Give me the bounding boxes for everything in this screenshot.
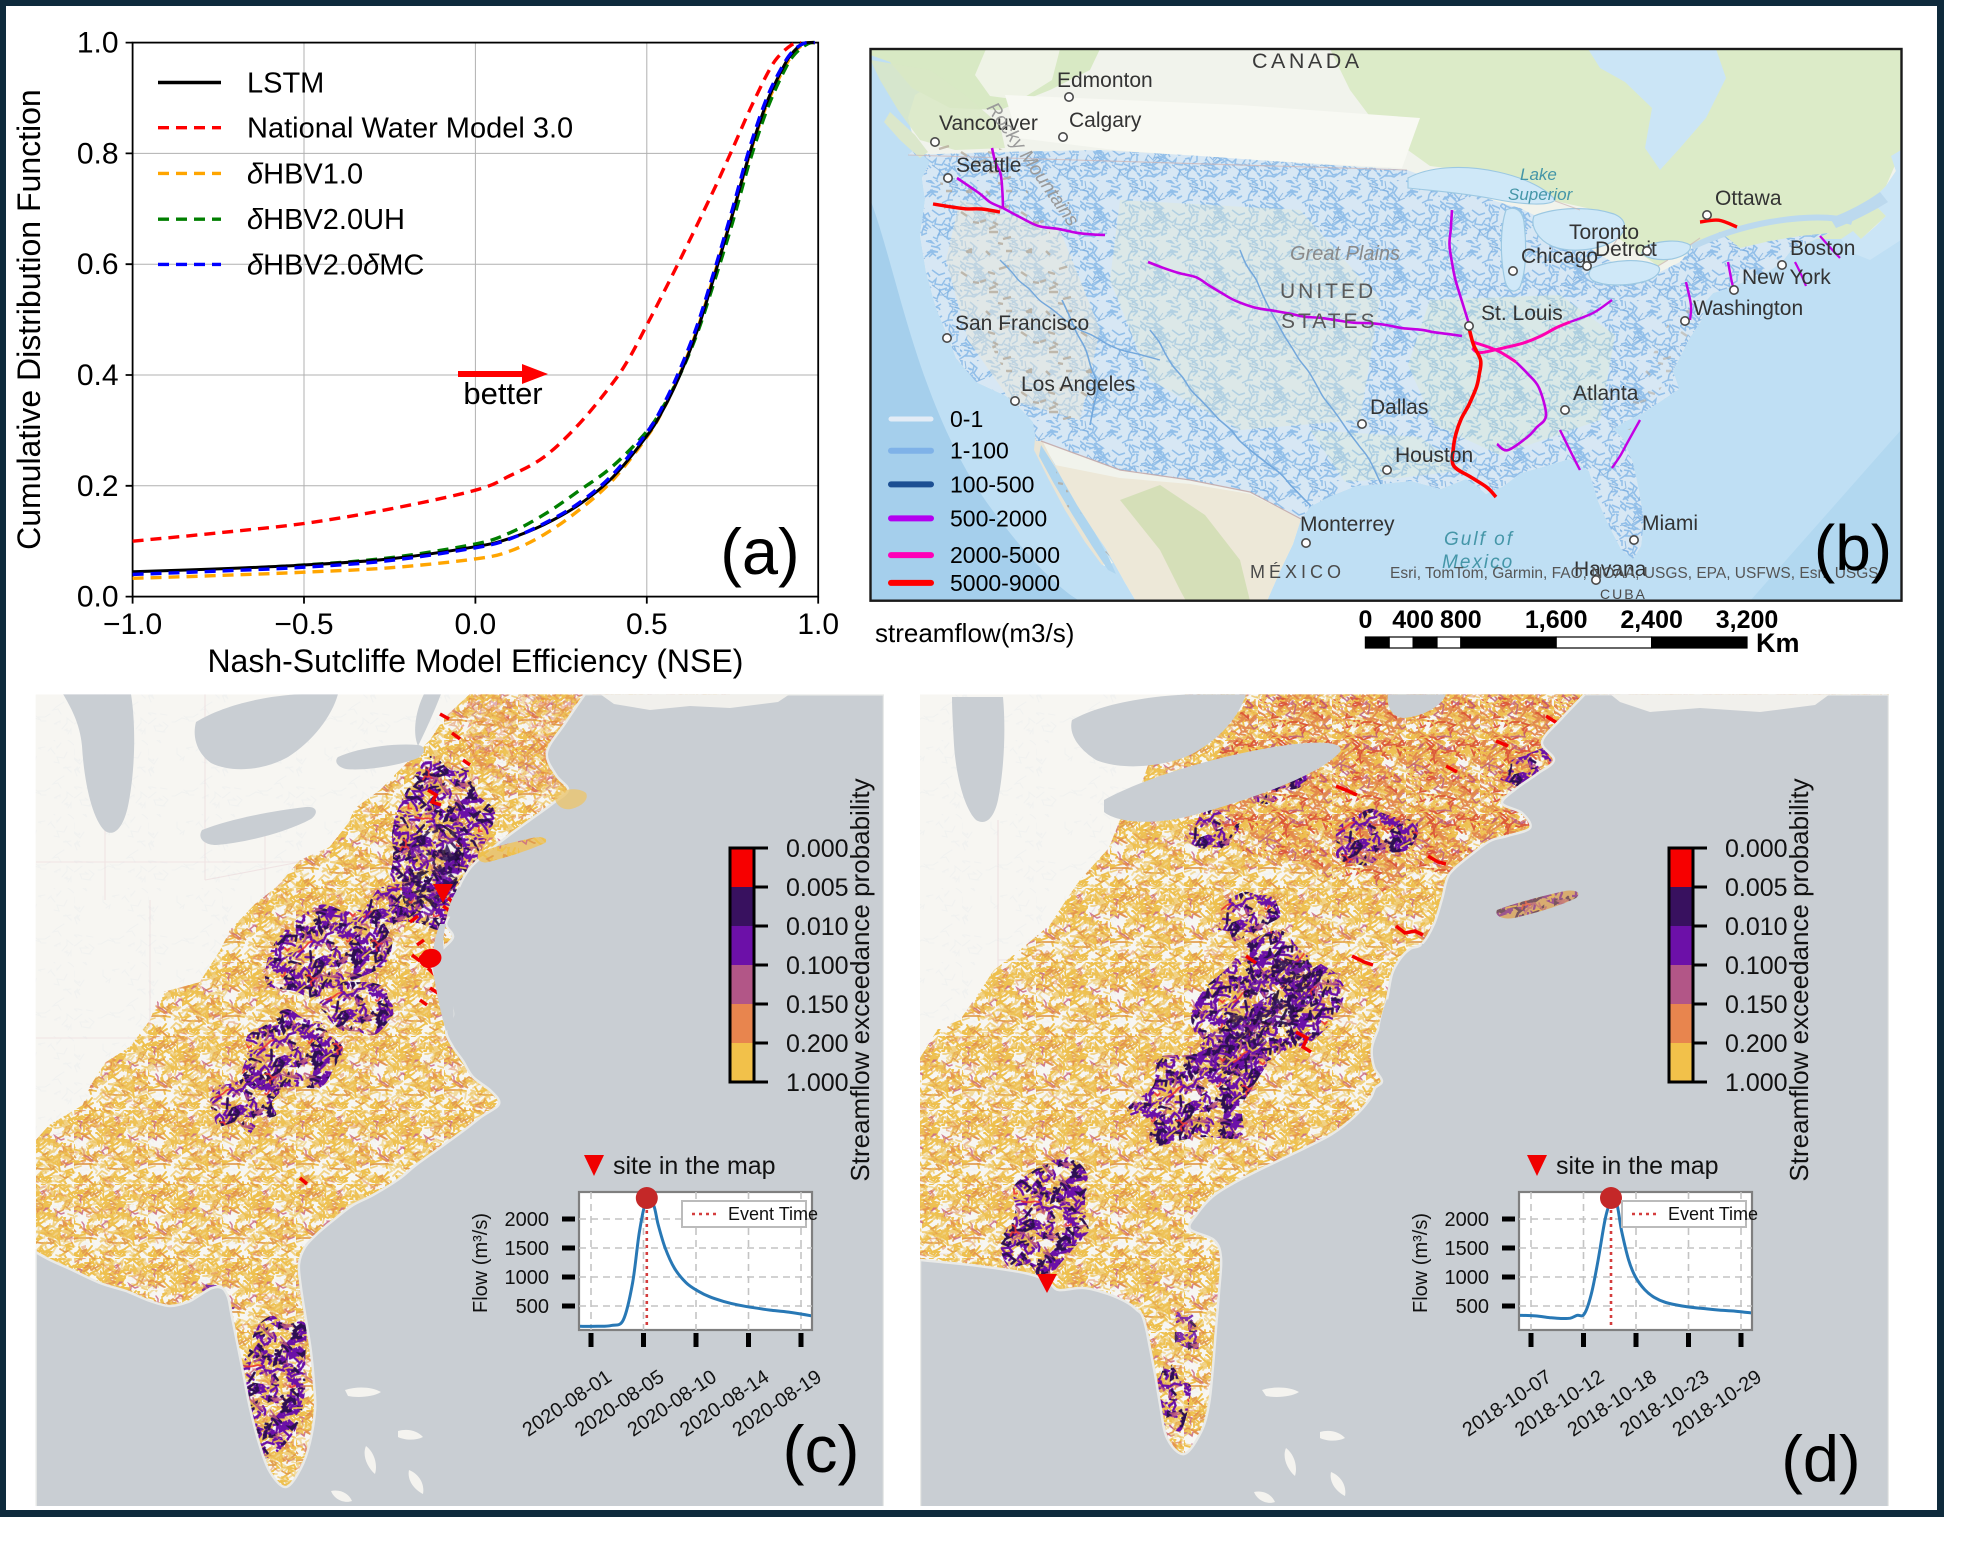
- svg-text:1500: 1500: [505, 1238, 550, 1260]
- svg-text:0.200: 0.200: [786, 1030, 849, 1058]
- svg-text:5000-9000: 5000-9000: [950, 570, 1060, 596]
- svg-text:LSTM: LSTM: [247, 68, 324, 100]
- svg-text:0.0: 0.0: [77, 581, 119, 614]
- svg-text:Ottawa: Ottawa: [1715, 187, 1782, 210]
- svg-text:0.6: 0.6: [77, 248, 119, 281]
- svg-text:0.150: 0.150: [786, 991, 849, 1019]
- svg-text:1-100: 1-100: [950, 438, 1009, 464]
- svg-text:1.0: 1.0: [797, 608, 839, 641]
- svg-text:0: 0: [1358, 606, 1372, 634]
- svg-text:Edmonton: Edmonton: [1057, 69, 1153, 92]
- svg-text:400: 400: [1392, 606, 1434, 634]
- svg-text:0.000: 0.000: [1725, 835, 1788, 863]
- svg-text:Mexico: Mexico: [1442, 552, 1514, 573]
- svg-text:Event Time: Event Time: [1668, 1204, 1758, 1224]
- svg-text:Streamflow exceedance probabil: Streamflow exceedance probability: [1784, 778, 1814, 1181]
- svg-text:1500: 1500: [1445, 1238, 1490, 1260]
- svg-text:Washington: Washington: [1693, 297, 1803, 320]
- svg-text:100-500: 100-500: [950, 471, 1034, 497]
- svg-text:−1.0: −1.0: [103, 608, 162, 641]
- svg-text:0.005: 0.005: [1725, 874, 1788, 902]
- svg-text:δHBV2.0UH: δHBV2.0UH: [247, 204, 405, 236]
- svg-text:Event Time: Event Time: [728, 1204, 818, 1224]
- svg-text:1.000: 1.000: [786, 1069, 849, 1097]
- svg-text:Atlanta: Atlanta: [1573, 382, 1639, 405]
- svg-text:800: 800: [1440, 606, 1482, 634]
- svg-text:CANADA: CANADA: [1252, 49, 1363, 73]
- svg-text:Calgary: Calgary: [1069, 109, 1142, 132]
- svg-text:Monterrey: Monterrey: [1300, 513, 1395, 536]
- svg-text:0.0: 0.0: [455, 608, 497, 641]
- svg-text:Dallas: Dallas: [1370, 396, 1428, 419]
- svg-text:0.150: 0.150: [1725, 991, 1788, 1019]
- svg-text:site in the map: site in the map: [613, 1152, 776, 1180]
- svg-text:Los Angeles: Los Angeles: [1021, 373, 1135, 396]
- svg-text:0.010: 0.010: [786, 913, 849, 941]
- svg-text:0.005: 0.005: [786, 874, 849, 902]
- svg-text:0.8: 0.8: [77, 137, 119, 170]
- svg-text:0-1: 0-1: [950, 406, 983, 432]
- svg-text:Seattle: Seattle: [956, 154, 1021, 177]
- svg-text:better: better: [463, 376, 542, 411]
- svg-text:UNITED: UNITED: [1280, 280, 1376, 303]
- svg-text:MÉXICO: MÉXICO: [1250, 562, 1345, 582]
- svg-text:Houston: Houston: [1395, 444, 1473, 467]
- svg-text:(b): (b): [1814, 512, 1892, 584]
- svg-text:2000: 2000: [505, 1209, 550, 1231]
- svg-text:500: 500: [516, 1296, 549, 1318]
- svg-text:1000: 1000: [505, 1267, 550, 1289]
- svg-text:Flow (m³/s): Flow (m³/s): [470, 1213, 492, 1313]
- svg-text:National Water Model 3.0: National Water Model 3.0: [247, 113, 573, 145]
- svg-text:1000: 1000: [1445, 1267, 1490, 1289]
- svg-text:Great Plains: Great Plains: [1290, 243, 1400, 265]
- svg-text:Superior: Superior: [1508, 185, 1574, 204]
- svg-text:0.100: 0.100: [786, 952, 849, 980]
- svg-text:Toronto: Toronto: [1569, 221, 1639, 244]
- svg-text:streamflow(m3/s): streamflow(m3/s): [875, 618, 1074, 648]
- svg-text:0.2: 0.2: [77, 470, 119, 503]
- svg-text:Flow (m³/s): Flow (m³/s): [1410, 1213, 1432, 1313]
- svg-text:San Francisco: San Francisco: [955, 312, 1089, 335]
- svg-text:CUBA: CUBA: [1600, 586, 1647, 602]
- svg-text:0.000: 0.000: [786, 835, 849, 863]
- svg-text:2,400: 2,400: [1620, 606, 1683, 634]
- svg-text:500-2000: 500-2000: [950, 505, 1047, 531]
- svg-text:New York: New York: [1742, 266, 1831, 289]
- svg-text:1.000: 1.000: [1725, 1069, 1788, 1097]
- svg-text:Chicago: Chicago: [1521, 245, 1598, 268]
- svg-text:0.4: 0.4: [77, 359, 119, 392]
- svg-text:2000: 2000: [1445, 1209, 1490, 1231]
- svg-text:3,200: 3,200: [1716, 606, 1779, 634]
- svg-text:Cumulative Distribution Functi: Cumulative Distribution Function: [11, 89, 47, 550]
- svg-text:(d): (d): [1781, 1422, 1860, 1495]
- svg-text:site in the map: site in the map: [1556, 1152, 1719, 1180]
- svg-text:0.100: 0.100: [1725, 952, 1788, 980]
- svg-text:Km: Km: [1756, 628, 1800, 658]
- svg-text:Lake: Lake: [1520, 165, 1557, 184]
- svg-text:(a): (a): [720, 515, 799, 588]
- svg-text:1.0: 1.0: [77, 27, 119, 60]
- svg-text:Havana: Havana: [1574, 558, 1647, 581]
- svg-text:Nash-Sutcliffe Model Efficienc: Nash-Sutcliffe Model Efficiency (NSE): [207, 643, 743, 679]
- svg-text:STATES: STATES: [1281, 310, 1378, 333]
- svg-text:0.010: 0.010: [1725, 913, 1788, 941]
- svg-text:0.5: 0.5: [626, 608, 668, 641]
- svg-text:−0.5: −0.5: [274, 608, 333, 641]
- svg-text:Gulf of: Gulf of: [1444, 529, 1514, 550]
- svg-text:δHBV2.0δMC: δHBV2.0δMC: [247, 249, 424, 281]
- svg-text:Esri, TomTom, Garmin, FAO, NOA: Esri, TomTom, Garmin, FAO, NOAA, USGS, E…: [1390, 565, 1879, 582]
- svg-text:St. Louis: St. Louis: [1481, 302, 1563, 325]
- svg-text:2000-5000: 2000-5000: [950, 542, 1060, 568]
- svg-text:1,600: 1,600: [1525, 606, 1588, 634]
- svg-text:δHBV1.0: δHBV1.0: [247, 158, 363, 190]
- svg-text:500: 500: [1456, 1296, 1489, 1318]
- svg-text:Boston: Boston: [1790, 237, 1855, 260]
- svg-text:(c): (c): [783, 1412, 860, 1486]
- svg-text:Vancouver: Vancouver: [939, 112, 1038, 135]
- svg-text:0.200: 0.200: [1725, 1030, 1788, 1058]
- svg-text:Detroit: Detroit: [1595, 238, 1657, 261]
- svg-text:Miami: Miami: [1642, 512, 1698, 535]
- svg-text:Streamflow exceedance probabil: Streamflow exceedance probability: [845, 778, 875, 1181]
